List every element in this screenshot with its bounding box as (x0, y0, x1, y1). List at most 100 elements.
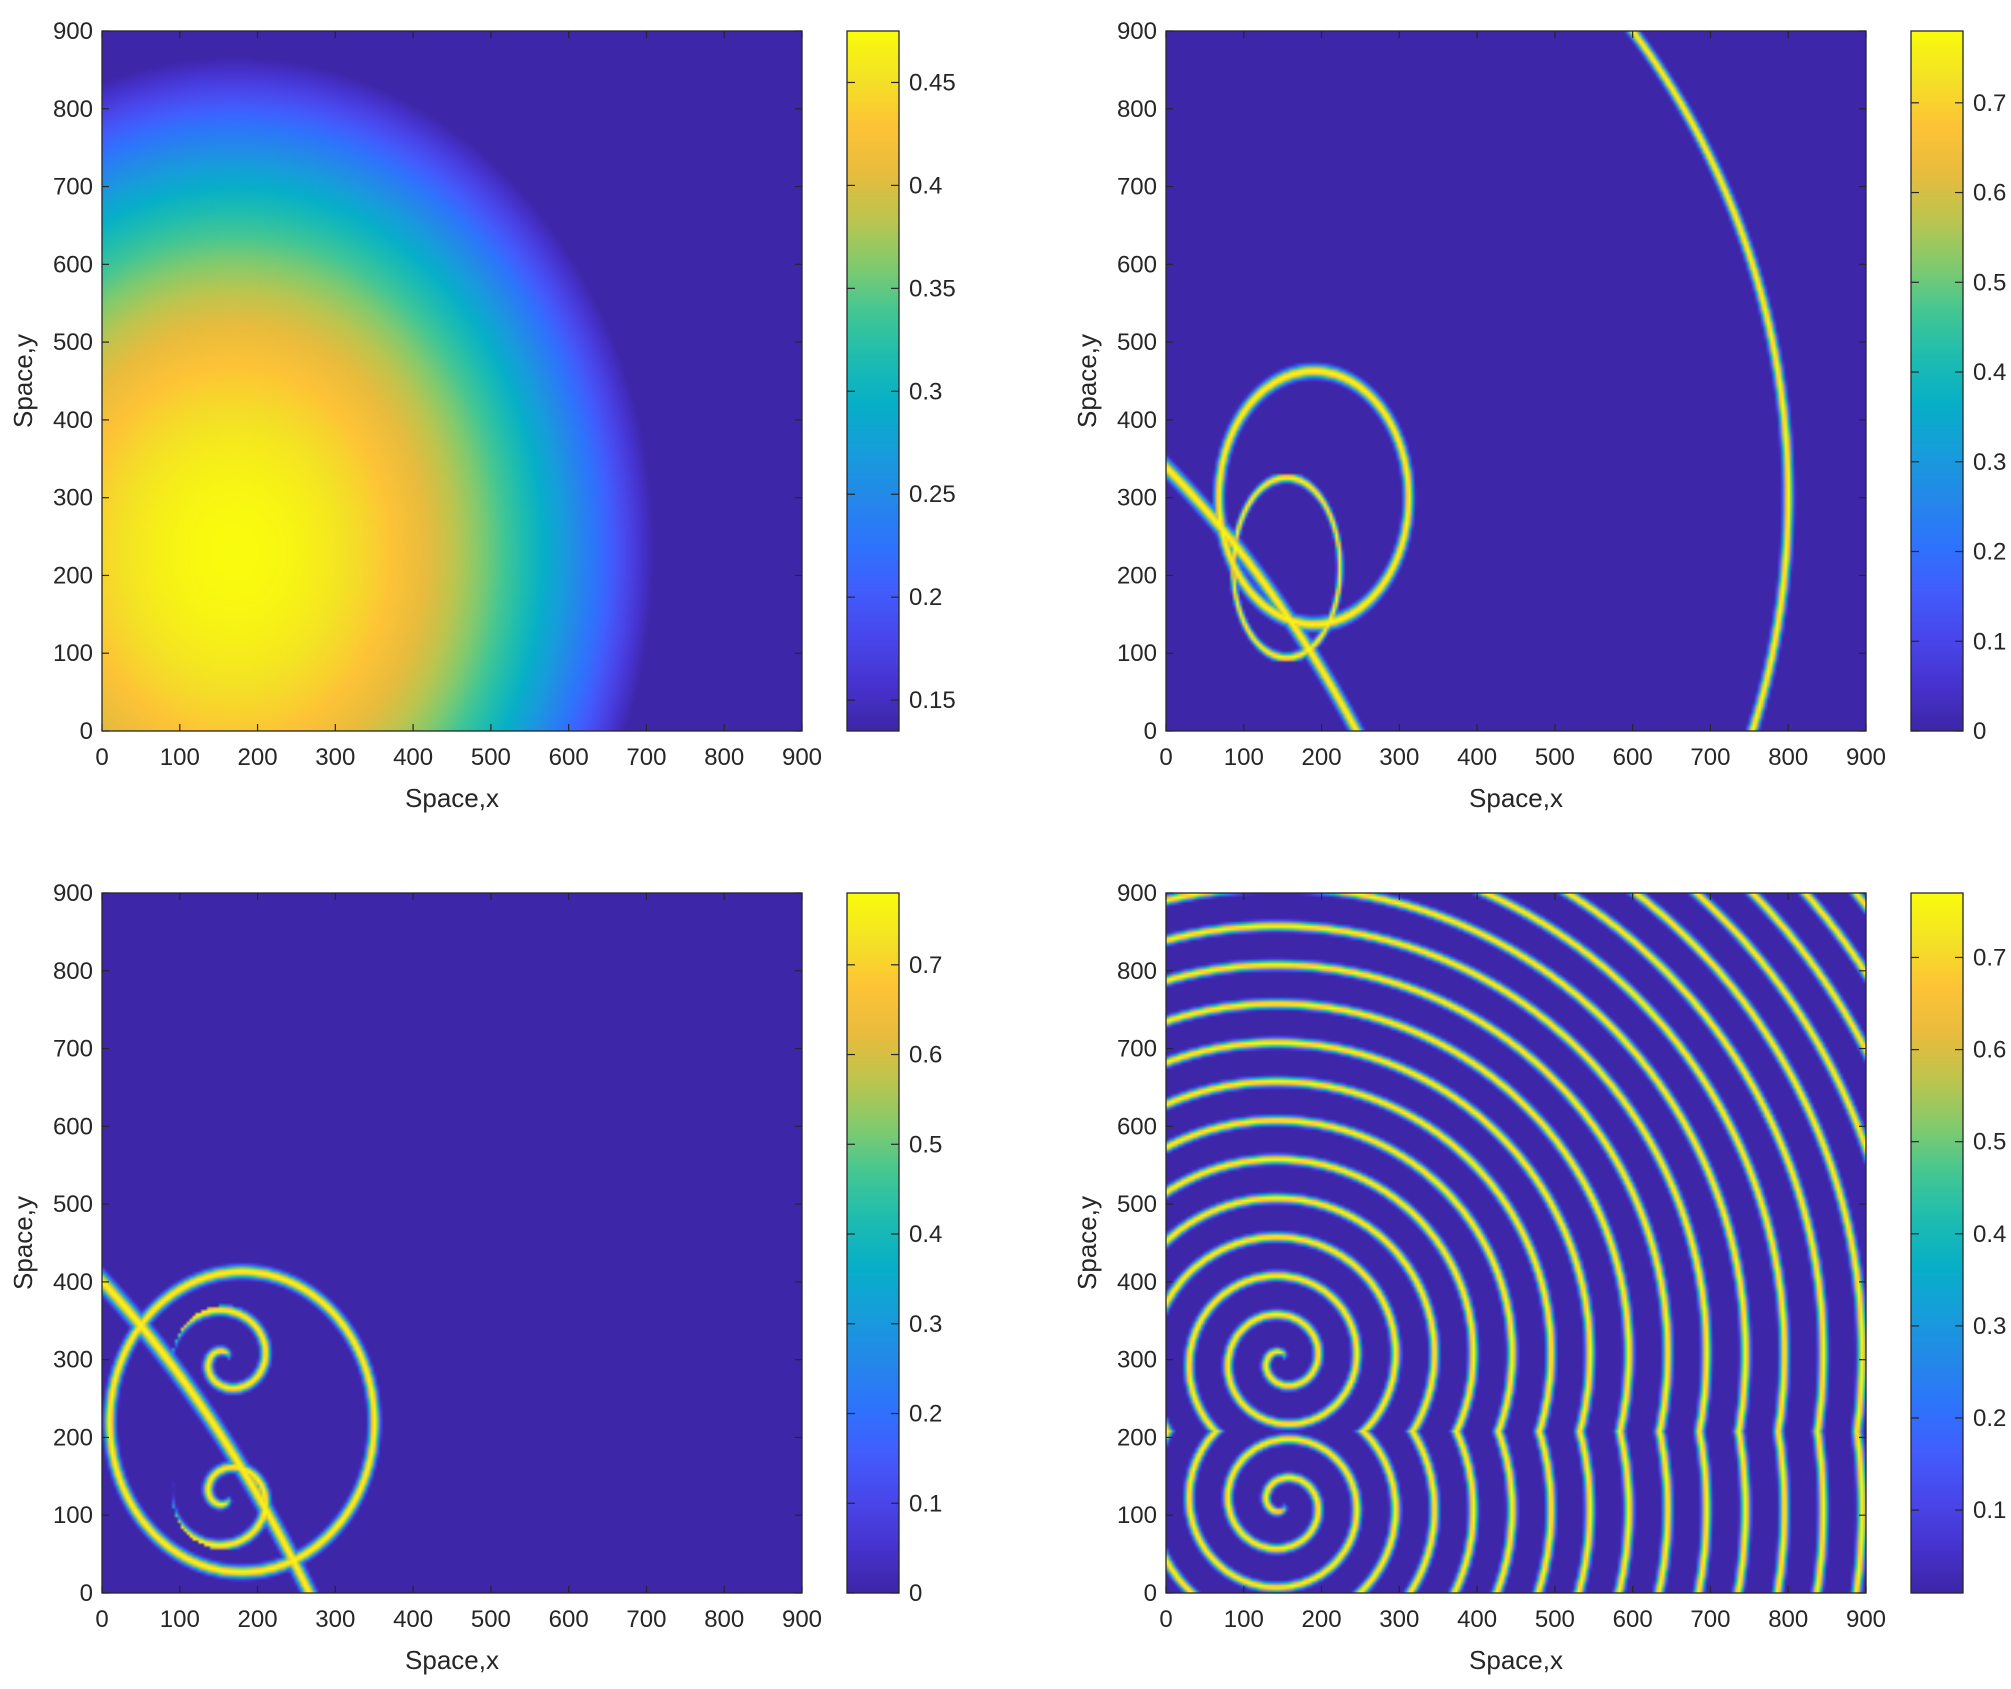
y-tick-label: 900 (53, 880, 93, 907)
y-tick-label: 400 (1117, 407, 1157, 434)
colorbar-tick-label: 0.3 (909, 1311, 942, 1338)
colorbar-tick-label: 0.1 (1973, 628, 2006, 655)
x-tick-label: 100 (1224, 1606, 1264, 1633)
colorbar-tick-label: 0.5 (909, 1131, 942, 1158)
y-tick-label: 700 (1117, 174, 1157, 201)
x-axis-label: Space,x (1469, 1645, 1563, 1675)
x-tick-label: 600 (549, 1606, 589, 1633)
x-tick-label: 100 (160, 1606, 200, 1633)
y-tick-label: 700 (53, 174, 93, 201)
colorbar-tick-label: 0.35 (909, 275, 956, 302)
x-tick-label: 300 (1379, 744, 1419, 771)
axes-box (1165, 30, 1867, 732)
colorbar-tick-label: 0.6 (909, 1042, 942, 1069)
y-tick-label: 800 (1117, 96, 1157, 123)
colorbar-tick-label: 0.4 (1973, 359, 2006, 386)
x-tick-label: 700 (626, 744, 666, 771)
y-axis-label: Space,y (1072, 334, 1102, 428)
y-tick-label: 100 (53, 640, 93, 667)
colorbar-box (1910, 892, 1964, 1594)
x-tick-label: 200 (238, 1606, 278, 1633)
x-tick-label: 500 (1535, 744, 1575, 771)
x-tick-label: 300 (1379, 1606, 1419, 1633)
y-tick-label: 900 (1117, 880, 1157, 907)
x-axis-label: Space,x (1469, 783, 1563, 813)
colorbar-tick-label: 0 (909, 1580, 922, 1607)
x-tick-label: 0 (1159, 744, 1172, 771)
colorbar-tick-label: 0.3 (909, 378, 942, 405)
y-tick-label: 300 (53, 1347, 93, 1374)
colorbar-tick-label: 0.3 (1973, 449, 2006, 476)
colorbar-tick-label: 0.3 (1973, 1313, 2006, 1340)
x-tick-label: 800 (704, 744, 744, 771)
y-tick-label: 100 (1117, 1502, 1157, 1529)
x-tick-label: 900 (782, 1606, 822, 1633)
colorbar-tick-label: 0.25 (909, 481, 956, 508)
colorbar (1911, 893, 1963, 1593)
y-tick-label: 400 (53, 407, 93, 434)
x-tick-label: 800 (1768, 1606, 1808, 1633)
x-tick-label: 900 (782, 744, 822, 771)
y-tick-label: 100 (53, 1502, 93, 1529)
colorbar-tick-label: 0 (1973, 718, 1986, 745)
chart-panel-4: 0 100 200 300 400 500 600 700 800 900 0 100 200 300 40… (1072, 880, 2006, 1675)
x-tick-label: 0 (95, 744, 108, 771)
x-tick-label: 900 (1846, 1606, 1886, 1633)
x-axis-label: Space,x (405, 1645, 499, 1675)
y-tick-label: 400 (1117, 1269, 1157, 1296)
y-tick-label: 600 (53, 251, 93, 278)
colorbar (1911, 31, 1963, 731)
y-tick-label: 200 (1117, 562, 1157, 589)
colorbar-tick-label: 0.2 (1973, 539, 2006, 566)
x-tick-label: 300 (315, 1606, 355, 1633)
colorbar-tick-label: 0.1 (1973, 1497, 2006, 1524)
x-tick-label: 400 (1457, 1606, 1497, 1633)
x-tick-label: 400 (393, 744, 433, 771)
x-tick-label: 400 (1457, 744, 1497, 771)
colorbar (847, 893, 899, 1593)
heatmap-image (1166, 893, 1866, 1593)
colorbar-box (1910, 30, 1964, 732)
axes-box (101, 892, 803, 1594)
x-tick-label: 0 (1159, 1606, 1172, 1633)
colorbar-tick-label: 0.7 (1973, 944, 2006, 971)
x-tick-label: 400 (393, 1606, 433, 1633)
colorbar-tick-label: 0.2 (909, 1401, 942, 1428)
y-tick-label: 0 (80, 718, 93, 745)
x-tick-label: 700 (626, 1606, 666, 1633)
y-tick-label: 600 (1117, 1113, 1157, 1140)
x-tick-label: 300 (315, 744, 355, 771)
colorbar-tick-label: 0.5 (1973, 269, 2006, 296)
y-tick-label: 300 (53, 485, 93, 512)
x-axis-label: Space,x (405, 783, 499, 813)
x-tick-label: 600 (549, 744, 589, 771)
heatmap-image (1166, 31, 1866, 731)
y-tick-label: 600 (53, 1113, 93, 1140)
x-tick-label: 200 (1302, 744, 1342, 771)
colorbar-tick-label: 0.4 (1973, 1221, 2006, 1248)
x-tick-label: 800 (704, 1606, 744, 1633)
y-tick-label: 500 (1117, 1191, 1157, 1218)
y-tick-label: 300 (1117, 485, 1157, 512)
colorbar-tick-label: 0.1 (909, 1490, 942, 1517)
x-tick-label: 600 (1613, 744, 1653, 771)
colorbar-tick-label: 0.2 (909, 584, 942, 611)
y-tick-label: 600 (1117, 251, 1157, 278)
colorbar-tick-label: 0.6 (1973, 180, 2006, 207)
chart-panel-3: 0 100 200 300 400 500 600 700 800 900 0 100 200 300 40… (8, 880, 942, 1675)
x-tick-label: 700 (1690, 744, 1730, 771)
colorbar-tick-label: 0.15 (909, 687, 956, 714)
x-tick-label: 0 (95, 1606, 108, 1633)
y-tick-label: 100 (1117, 640, 1157, 667)
y-tick-label: 900 (53, 18, 93, 45)
y-tick-label: 500 (53, 1191, 93, 1218)
chart-panel-2: 0 100 200 300 400 500 600 700 800 900 0 100 200 300 40… (1072, 18, 2006, 813)
heatmap-image (102, 893, 802, 1593)
x-tick-label: 900 (1846, 744, 1886, 771)
colorbar-tick-label: 0.6 (1973, 1037, 2006, 1064)
colorbar-tick-label: 0.4 (909, 172, 942, 199)
colorbar-box (846, 892, 900, 1594)
colorbar-tick-label: 0.4 (909, 1221, 942, 1248)
x-tick-label: 600 (1613, 1606, 1653, 1633)
y-tick-label: 700 (1117, 1036, 1157, 1063)
